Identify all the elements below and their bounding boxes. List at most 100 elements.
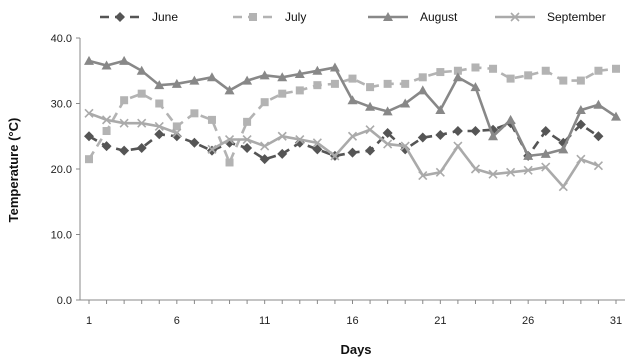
data-point-august xyxy=(540,148,551,158)
data-point-june xyxy=(575,119,586,130)
data-point-august xyxy=(575,105,586,115)
data-point-july xyxy=(207,115,216,124)
data-point-july xyxy=(348,74,357,83)
data-point-september xyxy=(470,164,481,174)
data-point-july xyxy=(172,122,181,131)
x-tick-label: 1 xyxy=(86,315,92,327)
legend-marker xyxy=(383,12,393,21)
data-point-september xyxy=(154,121,164,131)
data-point-august xyxy=(84,55,94,65)
data-point-july xyxy=(506,74,515,83)
x-tick-label: 16 xyxy=(346,315,358,327)
x-tick-label: 6 xyxy=(174,315,180,327)
data-point-august xyxy=(171,78,182,88)
data-point-june xyxy=(365,145,376,156)
data-point-july xyxy=(137,89,146,98)
data-point-august xyxy=(242,75,253,85)
legend: June July August September xyxy=(100,10,606,24)
series-line-september xyxy=(88,112,599,189)
y-tick-label: 30.0 xyxy=(51,99,72,111)
legend-item-june: June xyxy=(100,10,178,24)
data-point-july xyxy=(260,98,269,107)
x-tick-label: 21 xyxy=(434,315,446,327)
data-point-july xyxy=(559,76,568,85)
data-point-july xyxy=(594,66,603,75)
data-point-july xyxy=(418,73,427,82)
data-point-september xyxy=(453,141,463,151)
data-point-september xyxy=(347,131,358,141)
y-tick-label: 20.0 xyxy=(51,164,72,176)
data-point-august xyxy=(470,82,481,92)
data-point-september xyxy=(242,134,252,145)
data-point-july xyxy=(313,81,322,90)
data-point-august xyxy=(593,99,604,109)
data-point-august xyxy=(452,72,463,82)
data-point-june xyxy=(242,143,253,154)
data-point-september xyxy=(277,131,287,141)
data-point-september xyxy=(418,170,428,181)
x-axis-title: Days xyxy=(340,342,371,357)
data-point-august xyxy=(312,65,323,75)
data-point-september xyxy=(207,144,217,154)
data-point-august xyxy=(435,105,446,115)
data-point-june xyxy=(540,126,551,137)
data-point-july xyxy=(120,96,129,105)
data-point-august xyxy=(136,65,147,75)
data-point-june xyxy=(452,126,463,137)
data-point-august xyxy=(488,131,499,141)
legend-label: August xyxy=(420,10,458,24)
data-point-july xyxy=(330,79,339,88)
data-point-june xyxy=(154,129,165,140)
data-point-august xyxy=(382,106,393,116)
data-point-july xyxy=(85,155,93,164)
series-august xyxy=(84,55,621,160)
data-point-august xyxy=(277,72,288,82)
data-point-september xyxy=(330,151,340,161)
y-tick-label: 0.0 xyxy=(57,295,72,307)
data-point-july xyxy=(541,66,550,75)
data-point-september xyxy=(102,115,112,125)
data-point-august xyxy=(154,80,165,90)
data-point-june xyxy=(435,129,446,140)
data-point-september xyxy=(365,125,375,135)
data-point-august xyxy=(558,144,569,154)
x-tick-label: 11 xyxy=(259,315,270,327)
legend-label: September xyxy=(547,10,606,24)
data-point-august xyxy=(206,72,217,82)
data-point-july xyxy=(436,68,445,77)
data-point-august xyxy=(189,75,200,85)
data-point-september xyxy=(593,161,603,171)
data-point-september xyxy=(84,108,94,118)
data-point-july xyxy=(383,79,392,88)
y-axis-title: Temperature (°C) xyxy=(6,118,21,223)
data-point-august xyxy=(347,95,358,105)
y-tick-label: 10.0 xyxy=(51,230,72,242)
data-point-september xyxy=(383,139,393,149)
data-point-june xyxy=(259,154,270,165)
data-point-june xyxy=(277,148,288,159)
series-september xyxy=(84,108,603,192)
data-point-july xyxy=(278,89,287,98)
y-tick-label: 40.0 xyxy=(51,33,72,45)
data-point-september xyxy=(558,182,568,192)
data-point-june xyxy=(136,143,147,154)
data-point-august xyxy=(417,85,428,95)
data-point-september xyxy=(137,118,147,128)
legend-label: July xyxy=(285,10,306,24)
data-point-september xyxy=(541,162,551,172)
series-layer xyxy=(84,55,621,192)
data-point-august xyxy=(365,101,376,111)
data-point-july xyxy=(471,63,480,72)
data-point-june xyxy=(470,126,481,137)
data-point-july xyxy=(190,109,199,118)
data-point-september xyxy=(312,138,322,148)
data-point-june xyxy=(382,127,393,138)
axes: 0.010.020.030.040.01 6 11 16 21 26 31 xyxy=(51,33,625,327)
data-point-july xyxy=(155,99,164,108)
data-point-september xyxy=(260,141,270,151)
legend-label: June xyxy=(152,10,178,24)
data-point-july xyxy=(225,158,234,167)
legend-marker xyxy=(115,12,125,22)
data-point-september xyxy=(488,169,498,179)
